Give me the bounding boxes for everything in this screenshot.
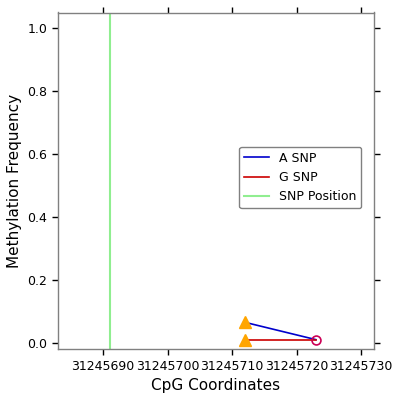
Y-axis label: Methylation Frequency: Methylation Frequency (7, 94, 22, 268)
Legend: A SNP, G SNP, SNP Position: A SNP, G SNP, SNP Position (239, 147, 362, 208)
X-axis label: CpG Coordinates: CpG Coordinates (152, 378, 280, 393)
